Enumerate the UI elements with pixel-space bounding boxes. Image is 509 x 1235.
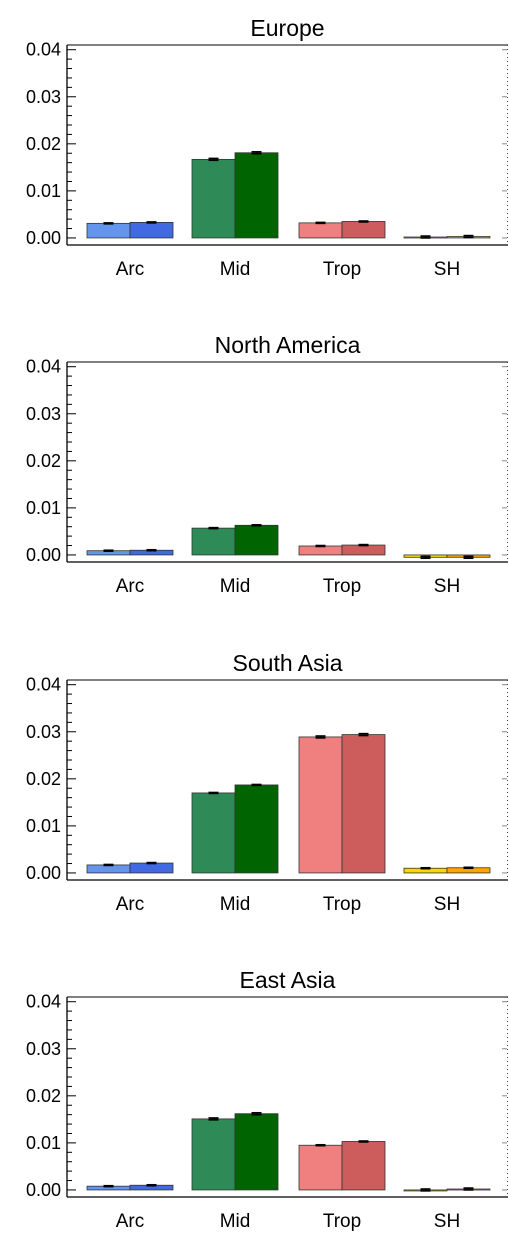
y-tick-label: 0.04 [26,992,61,1012]
bar [234,524,279,556]
x-category-label: Arc [116,576,145,597]
chart-title: South Asia [233,650,343,676]
y-tick-label: 0.04 [26,675,61,695]
x-category-label: Mid [220,1211,251,1232]
y-tick-label: 0.00 [26,1180,61,1200]
y-tick-label: 0.00 [26,545,61,565]
y-tick-label: 0.04 [26,357,61,377]
y-tick-label: 0.02 [26,451,61,471]
bar [191,792,236,874]
y-tick-label: 0.03 [26,87,61,107]
bar [234,152,279,239]
bar [298,736,343,874]
bar [298,545,343,556]
chart-panel: Europe 0.00 0.01 0.02 0.03 0.04 Arc Mid Trop SH [26,15,508,280]
x-category-label: Arc [116,1211,145,1232]
x-category-label: Trop [323,1211,361,1232]
y-tick-label: 0.02 [26,769,61,789]
x-category-label: Trop [323,259,361,280]
bar [129,222,174,239]
bar [191,1118,236,1191]
chart-title: East Asia [240,967,336,993]
y-tick-label: 0.02 [26,1086,61,1106]
y-tick-label: 0.03 [26,1039,61,1059]
bar [191,158,236,239]
bar [191,527,236,556]
bar [298,222,343,239]
y-tick-label: 0.03 [26,722,61,742]
x-category-label: Mid [220,894,251,915]
bar [341,221,386,239]
chart-title: North America [215,332,361,358]
x-category-label: Mid [220,259,251,280]
y-tick-label: 0.01 [26,816,61,836]
chart-title: Europe [250,15,324,41]
bar [341,544,386,556]
x-category-label: Arc [116,259,145,280]
y-tick-label: 0.01 [26,1133,61,1153]
x-category-label: Trop [323,894,361,915]
y-tick-label: 0.00 [26,863,61,883]
chart-panel: East Asia 0.00 0.01 0.02 0.03 0.04 Arc Mid Trop S… [26,967,508,1232]
x-category-label: SH [434,1211,460,1232]
bar [341,1141,386,1191]
bar [298,1144,343,1191]
x-category-label: Trop [323,576,361,597]
y-tick-label: 0.04 [26,40,61,60]
chart-panel: South Asia 0.00 0.01 0.02 0.03 0.04 Arc Mid Trop… [26,650,508,915]
chart-panel: North America 0.00 0.01 0.02 0.03 0.04 Arc Mid T… [26,332,508,597]
x-category-label: Arc [116,894,145,915]
bar [234,1113,279,1191]
y-tick-label: 0.01 [26,181,61,201]
x-category-label: SH [434,894,460,915]
bar [86,222,131,239]
y-tick-label: 0.01 [26,498,61,518]
x-category-label: Mid [220,576,251,597]
x-category-label: SH [434,576,460,597]
bar [341,734,386,874]
y-tick-label: 0.00 [26,228,61,248]
bar [234,784,279,874]
x-category-label: SH [434,259,460,280]
bar [129,862,174,874]
y-tick-label: 0.03 [26,404,61,424]
y-tick-label: 0.02 [26,134,61,154]
